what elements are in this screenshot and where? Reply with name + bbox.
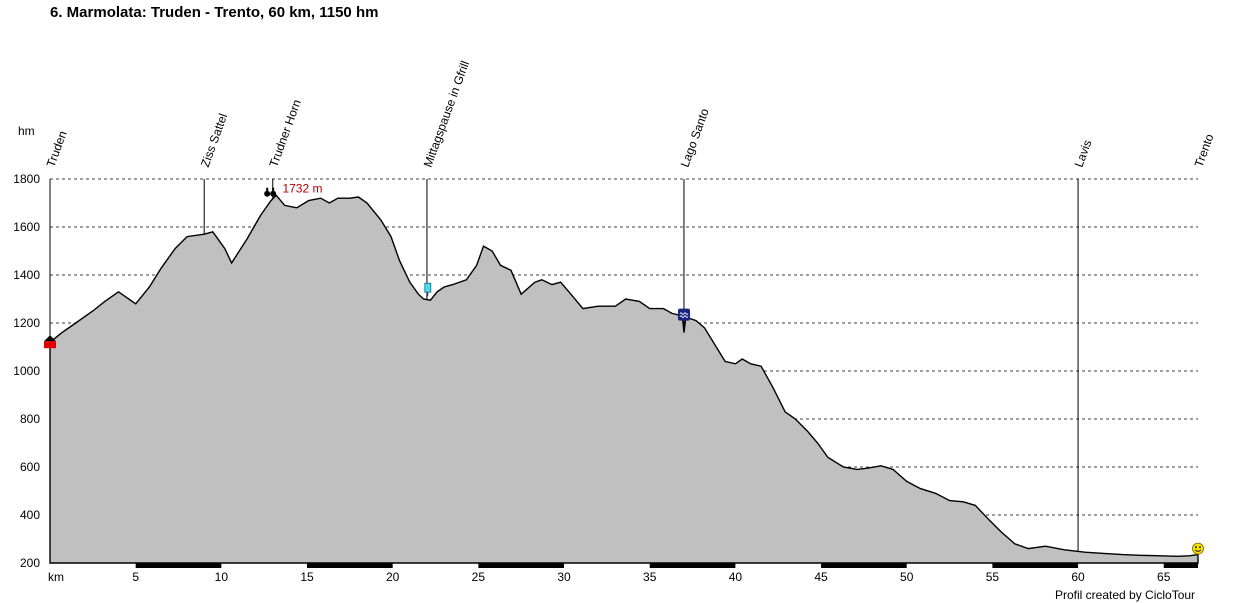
x-tick-5: 5 xyxy=(132,570,139,584)
y-tick-600: 600 xyxy=(20,460,40,474)
x-tick-65: 65 xyxy=(1157,570,1171,584)
y-axis-label: hm xyxy=(18,124,35,138)
x-tick-40: 40 xyxy=(729,570,743,584)
grid-lines xyxy=(50,178,1198,516)
x-tick-30: 30 xyxy=(557,570,571,584)
scale-segment-5 xyxy=(135,563,222,568)
waypoint-label: Trudner Horn xyxy=(266,98,303,169)
y-tick-800: 800 xyxy=(20,412,40,426)
y-tick-labels: 200 400 600 800 1000 1200 1400 1600 1800 xyxy=(13,172,40,570)
x-tick-25: 25 xyxy=(472,570,486,584)
x-tick-15: 15 xyxy=(300,570,314,584)
food-stop-icon xyxy=(424,282,432,297)
x-tick-55: 55 xyxy=(986,570,1000,584)
route-icons xyxy=(44,187,1204,555)
y-tick-1200: 1200 xyxy=(13,316,40,330)
scale-segment-25 xyxy=(478,563,565,568)
smiley-finish-icon xyxy=(1192,542,1204,555)
x-tick-60: 60 xyxy=(1071,570,1085,584)
scale-segment-55 xyxy=(992,563,1079,568)
y-tick-1000: 1000 xyxy=(13,364,40,378)
waypoint-label: Lago Santo xyxy=(678,106,712,169)
x-tick-10: 10 xyxy=(215,570,229,584)
elevation-area xyxy=(49,194,1199,564)
y-tick-1400: 1400 xyxy=(13,268,40,282)
km-scale-bar xyxy=(135,563,1198,568)
x-tick-45: 45 xyxy=(814,570,828,584)
x-tick-20: 20 xyxy=(386,570,400,584)
waypoint-label: Lavis xyxy=(1072,138,1095,169)
credit-text: Profil created by CicloTour xyxy=(1055,588,1196,602)
scale-segment-35 xyxy=(649,563,736,568)
binoculars-icon xyxy=(264,187,277,197)
start-flag-icon xyxy=(44,335,56,349)
scale-segment-65 xyxy=(1163,563,1198,568)
scale-segment-45 xyxy=(821,563,907,568)
scale-segment-15 xyxy=(307,563,393,568)
page-title: 6. Marmolata: Truden - Trento, 60 km, 11… xyxy=(50,4,379,21)
x-tick-35: 35 xyxy=(643,570,657,584)
waypoint-label: Mittagspause in Gfrill xyxy=(421,59,472,169)
waypoint-label: Truden xyxy=(44,129,70,169)
waypoint-label: Ziss Sattel xyxy=(198,112,230,169)
y-tick-400: 400 xyxy=(20,508,40,522)
y-tick-200: 200 xyxy=(20,556,40,570)
x-tick-labels: 5 10 15 20 25 30 35 40 45 50 55 60 65 xyxy=(132,570,1170,584)
x-axis-label: km xyxy=(48,570,64,584)
lake-icon xyxy=(677,308,690,321)
peak-elevation-label: 1732 m xyxy=(282,181,322,195)
y-tick-1600: 1600 xyxy=(13,220,40,234)
x-tick-50: 50 xyxy=(900,570,914,584)
y-tick-1800: 1800 xyxy=(13,172,40,186)
waypoint-label: Trento xyxy=(1192,132,1217,169)
